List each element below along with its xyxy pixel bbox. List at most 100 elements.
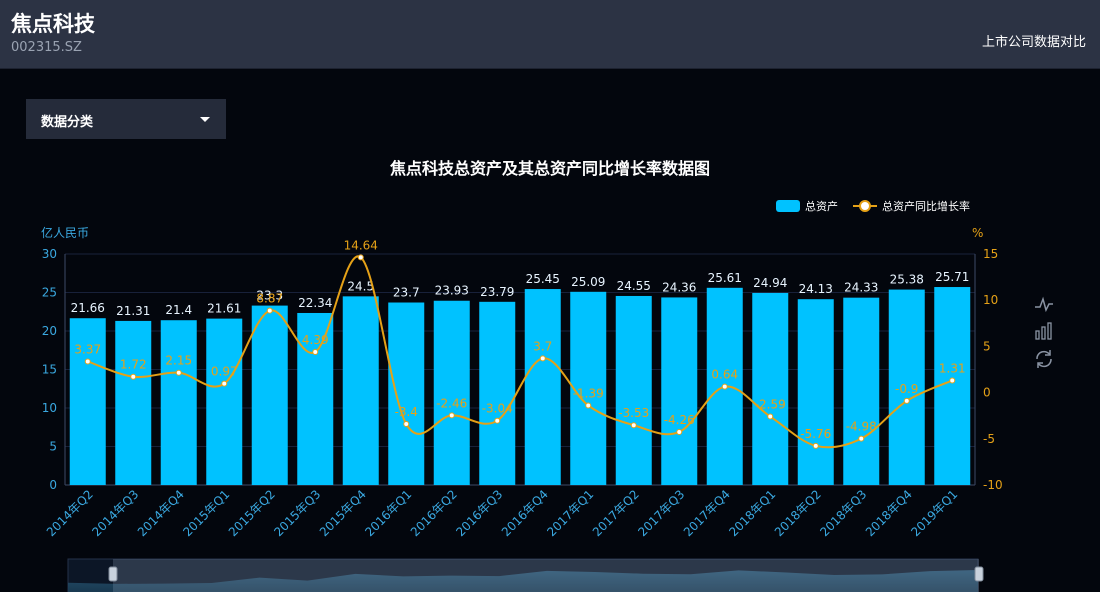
x-tick-label: 2016年Q2 (408, 487, 460, 539)
bar-value-label: 23.7 (393, 286, 420, 300)
bar[interactable] (479, 301, 516, 485)
line-point[interactable] (767, 413, 774, 420)
data-category-dropdown[interactable]: 数据分类 (26, 99, 226, 139)
chart-title: 焦点科技总资产及其总资产同比增长率数据图 (389, 159, 710, 178)
line-point[interactable] (812, 442, 819, 449)
bar-value-label: 24.94 (753, 276, 787, 290)
bar[interactable] (342, 296, 379, 485)
line-point[interactable] (858, 435, 865, 442)
line-point[interactable] (266, 307, 273, 314)
bar-value-label: 23.93 (435, 284, 469, 298)
bar[interactable] (661, 297, 698, 485)
bar-value-label: 21.61 (207, 302, 241, 316)
line-point[interactable] (357, 254, 364, 261)
bar[interactable] (297, 312, 334, 485)
bar-value-label: 25.38 (890, 273, 924, 287)
y-left-tick-label: 20 (42, 324, 57, 338)
y-left-tick-label: 15 (42, 363, 57, 377)
x-tick-label: 2019年Q1 (908, 487, 960, 539)
company-compare-link[interactable]: 上市公司数据对比 (981, 35, 1086, 50)
bar[interactable] (206, 318, 243, 485)
x-tick-label: 2017年Q2 (590, 487, 642, 539)
legend-line-label[interactable]: 总资产同比增长率 (882, 199, 970, 213)
bar[interactable] (570, 291, 607, 485)
bar-chart-icon[interactable] (1033, 320, 1055, 342)
zoom-handle[interactable] (974, 566, 984, 582)
line-value-label: -5.76 (800, 427, 831, 441)
line-value-label: 3.7 (533, 339, 552, 353)
line-point[interactable] (403, 421, 410, 428)
bar-value-label: 23.3 (256, 289, 283, 303)
bar-value-label: 24.5 (347, 279, 374, 293)
bar[interactable] (752, 292, 789, 485)
line-point[interactable] (630, 422, 637, 429)
line-value-label: 1.72 (120, 358, 147, 372)
legend-line-marker (859, 200, 871, 212)
bar[interactable] (433, 300, 470, 485)
bar-value-label: 24.33 (844, 281, 878, 295)
bar-value-label: 24.55 (617, 279, 651, 293)
restore-icon[interactable] (1033, 348, 1055, 370)
bar[interactable] (615, 295, 652, 485)
bar[interactable] (524, 289, 561, 485)
bar-value-label: 25.09 (571, 275, 605, 289)
data-zoom-slider[interactable] (67, 558, 984, 592)
line-point[interactable] (676, 428, 683, 435)
line-value-label: -3.53 (618, 406, 649, 420)
line-point[interactable] (130, 373, 137, 380)
bar-value-label: 21.31 (116, 304, 150, 318)
line-point[interactable] (448, 412, 455, 419)
line-value-label: -3.4 (395, 405, 418, 419)
bar[interactable] (888, 289, 925, 485)
y-left-tick-label: 25 (42, 286, 57, 300)
x-tick-label: 2015年Q1 (180, 487, 232, 539)
x-tick-label: 2017年Q1 (544, 487, 596, 539)
legend-bar-label[interactable]: 总资产 (805, 199, 838, 213)
bar-value-label: 22.34 (298, 296, 332, 310)
line-point[interactable] (721, 383, 728, 390)
line-point[interactable] (539, 355, 546, 362)
line-point[interactable] (494, 417, 501, 424)
bar-value-label: 25.71 (935, 270, 969, 284)
legend-bar-swatch[interactable] (776, 200, 800, 212)
zoom-handle[interactable] (108, 566, 118, 582)
line-point[interactable] (175, 369, 182, 376)
bar[interactable] (160, 320, 197, 485)
bar[interactable] (69, 318, 106, 485)
line-value-label: 14.64 (344, 238, 378, 252)
bar-value-label: 25.61 (708, 271, 742, 285)
dropdown-label: 数据分类 (41, 115, 94, 130)
line-value-label: -2.59 (755, 398, 786, 412)
bar[interactable] (251, 305, 288, 485)
bar[interactable] (797, 299, 834, 485)
x-tick-label: 2016年Q4 (499, 487, 551, 539)
line-point[interactable] (312, 349, 319, 356)
stock-code: 002315.SZ (11, 40, 82, 55)
bar-value-label: 21.4 (165, 303, 192, 317)
bar-value-label: 23.79 (480, 285, 514, 299)
zoom-window[interactable] (113, 559, 979, 592)
x-tick-label: 2015年Q3 (271, 487, 323, 539)
line-chart-icon[interactable] (1033, 292, 1055, 314)
line-point[interactable] (585, 402, 592, 409)
y-left-tick-label: 30 (42, 247, 57, 261)
x-tick-label: 2016年Q3 (453, 487, 505, 539)
bar-value-label: 25.45 (526, 272, 560, 286)
y-left-axis-label: 亿人民币 (41, 225, 89, 240)
line-point[interactable] (903, 397, 910, 404)
line-point[interactable] (949, 377, 956, 384)
line-value-label: -4.26 (664, 413, 695, 427)
x-tick-label: 2014年Q2 (44, 487, 96, 539)
bar-value-label: 24.13 (799, 282, 833, 296)
line-point[interactable] (84, 358, 91, 365)
x-tick-label: 2018年Q2 (772, 487, 824, 539)
bar[interactable] (843, 297, 880, 485)
y-right-tick-label: 10 (983, 293, 998, 307)
bar[interactable] (388, 302, 425, 485)
y-left-tick-label: 0 (49, 478, 57, 492)
bar[interactable] (115, 320, 152, 485)
x-tick-label: 2017年Q3 (635, 487, 687, 539)
line-value-label: 8.87 (256, 292, 283, 306)
line-value-label: 1.31 (939, 361, 966, 375)
line-point[interactable] (221, 380, 228, 387)
